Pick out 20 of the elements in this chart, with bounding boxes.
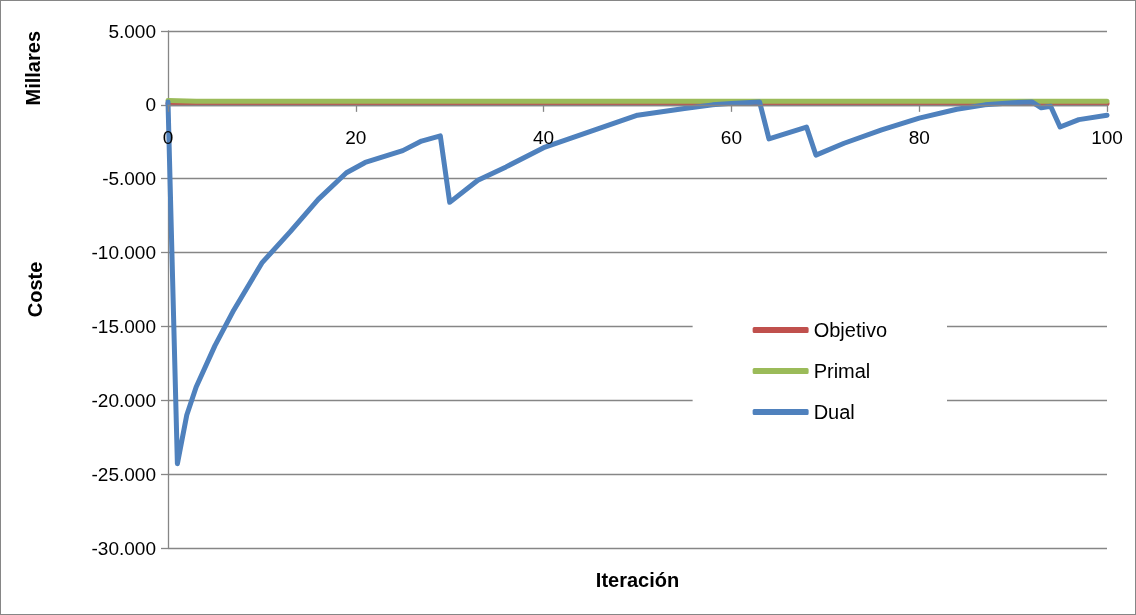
y-tick-label: 5.000 (108, 20, 156, 42)
y-axis-title: Coste (24, 261, 46, 318)
x-tick-label: 0 (162, 126, 174, 148)
x-tick-label: 100 (1091, 126, 1123, 148)
text: Millares (22, 31, 44, 106)
y-tick-label: -5.000 (102, 168, 156, 190)
x-tick-label: 20 (345, 126, 367, 148)
x-tick-label: 80 (908, 126, 930, 148)
legend-label: Dual (813, 401, 855, 423)
y-tick-label: -10.000 (91, 242, 156, 264)
y-tick-label: -15.000 (91, 315, 156, 337)
x-tick-label: 60 (720, 126, 742, 148)
legend-label: Primal (813, 360, 871, 382)
y-tick-label: -25.000 (91, 463, 156, 485)
y-tick-label: -20.000 (91, 389, 156, 411)
x-tick-label: 40 (533, 126, 555, 148)
y-tick-label: -30.000 (91, 537, 156, 559)
legend-label: Objetivo (813, 319, 888, 341)
y-tick-label: 0 (145, 94, 156, 116)
x-axis-title: Iteración (595, 569, 680, 591)
